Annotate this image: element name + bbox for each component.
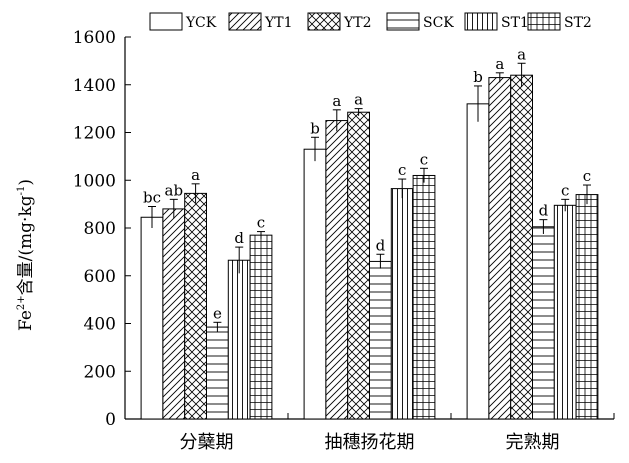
legend-swatch [149, 12, 183, 31]
y-tick-label: 1000 [73, 171, 116, 191]
significance-label: a [354, 91, 363, 109]
y-tick-label: 1600 [73, 28, 116, 48]
bar [249, 234, 273, 420]
bar [162, 208, 186, 420]
legend-swatch [307, 12, 341, 31]
significance-label: ab [165, 181, 184, 199]
y-tick-label: 1400 [73, 76, 116, 96]
significance-label: a [517, 45, 526, 63]
legend: YCK YT1 YT2 SCK ST1 ST2 [149, 12, 592, 31]
significance-label: c [257, 214, 265, 232]
significance-label: a [495, 55, 504, 73]
legend-label: YCK [185, 15, 217, 31]
legend-swatch [386, 12, 420, 31]
significance-label: d [376, 236, 386, 254]
significance-label: b [473, 68, 483, 86]
bar [303, 148, 327, 420]
significance-label: a [191, 166, 200, 184]
y-tick-label: 400 [84, 315, 116, 335]
legend-label: ST1 [501, 15, 529, 31]
bar [488, 77, 512, 420]
y-tick-label: 1200 [73, 124, 116, 144]
y-tick-label: 600 [84, 267, 116, 287]
significance-label: a [332, 92, 341, 110]
legend-label: YT1 [264, 15, 293, 31]
legend-swatch [228, 12, 262, 31]
bar [227, 259, 251, 420]
bar [510, 74, 534, 420]
bar [140, 216, 164, 420]
bar [575, 194, 599, 420]
bar [412, 174, 436, 420]
bar [369, 260, 392, 420]
bar [466, 103, 490, 420]
x-tick-label: 完熟期 [506, 432, 560, 453]
significance-label: bc [143, 189, 161, 207]
y-tick-label: 0 [105, 410, 116, 430]
significance-label: c [561, 181, 569, 199]
y-tick-label: 800 [84, 219, 116, 239]
y-tick-label: 200 [84, 362, 116, 382]
bar [390, 188, 414, 420]
bar [553, 204, 577, 420]
legend-swatch [527, 12, 561, 31]
legend-label: YT2 [343, 15, 372, 31]
legend-label: SCK [423, 15, 454, 31]
x-tick-label: 抽穗扬花期 [325, 432, 415, 453]
bar [184, 192, 207, 420]
significance-label: c [420, 150, 428, 168]
x-tick-label: 分蘖期 [180, 432, 234, 453]
y-axis-label: Fe2+含量/(mg·kg-1) [16, 179, 36, 331]
legend-label: ST2 [564, 15, 592, 31]
bar [325, 120, 349, 420]
significance-label: d [539, 202, 549, 220]
y-axis: 0 200 400 600 800 1000 1200 1400 1600 [73, 28, 131, 430]
bar [532, 226, 555, 420]
legend-swatch [464, 12, 498, 31]
bar [206, 326, 229, 420]
significance-label: c [398, 161, 406, 179]
significance-label: c [583, 167, 591, 185]
bar [347, 111, 371, 420]
significance-label: e [213, 304, 222, 322]
significance-label: d [234, 229, 244, 247]
significance-label: b [310, 119, 320, 137]
